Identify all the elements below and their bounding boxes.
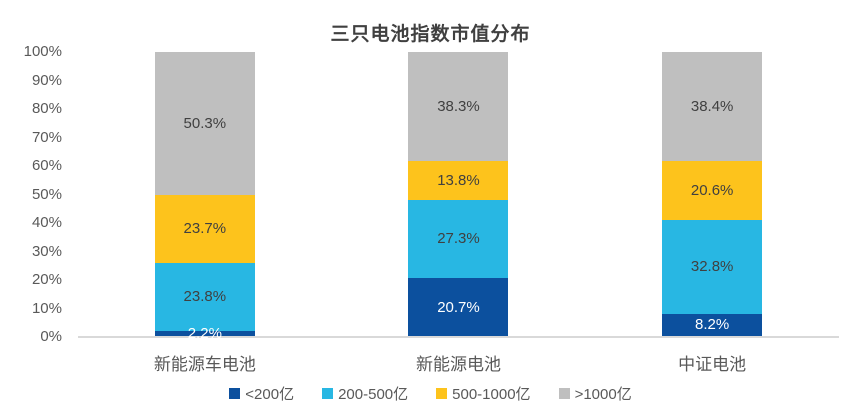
stacked-bar-3: 8.2% 32.8% 20.6% 38.4% — [662, 52, 763, 337]
segment-data-label: 23.8% — [183, 287, 227, 305]
segment-data-label: 13.8% — [437, 171, 480, 189]
legend-item: 500-1000亿 — [436, 383, 531, 404]
y-axis-tick-label: 0% — [40, 328, 62, 345]
bar-segment: 20.7% — [408, 278, 509, 337]
y-axis-tick-label: 30% — [31, 242, 62, 260]
segment-data-label: 50.3% — [183, 114, 227, 132]
bar-segment: 27.3% — [408, 200, 509, 279]
x-axis-category-label: 中证电池 — [678, 355, 747, 374]
x-axis-category-label: 新能源电池 — [416, 355, 501, 374]
bar-segment: 38.4% — [662, 52, 763, 162]
legend-swatch-icon — [436, 388, 448, 399]
legend-item: >1000亿 — [558, 383, 632, 404]
legend-swatch-icon — [322, 388, 334, 399]
x-axis-category-label: 新能源车电池 — [153, 355, 256, 374]
legend-label: 500-1000亿 — [452, 386, 531, 403]
x-axis-labels: 新能源车电池 新能源电池 中证电池 — [78, 350, 839, 375]
legend-item: <200亿 — [229, 383, 294, 404]
segment-data-label: 38.3% — [437, 97, 480, 115]
segment-data-label: 8.2% — [695, 316, 730, 334]
legend: <200亿 200-500亿 500-1000亿 >1000亿 — [0, 383, 861, 404]
chart-title: 三只电池指数市值分布 — [330, 24, 531, 45]
x-axis-line — [78, 336, 839, 338]
segment-data-label: 20.6% — [690, 181, 734, 199]
y-axis-tick-label: 50% — [31, 185, 62, 203]
legend-item: 200-500亿 — [322, 383, 408, 404]
stacked-bar-1: 2.2% 23.8% 23.7% 50.3% — [154, 52, 255, 342]
bar-segment: 50.3% — [154, 52, 255, 196]
bar-segment: 38.3% — [408, 51, 509, 162]
y-axis-tick-label: 20% — [31, 271, 62, 288]
bar-segment: 23.7% — [154, 195, 255, 263]
segment-data-label: 20.7% — [437, 298, 480, 316]
bar-segment: 8.2% — [662, 313, 763, 337]
segment-data-label: 27.3% — [437, 230, 480, 248]
legend-label: <200亿 — [245, 386, 295, 403]
y-axis-tick-label: 90% — [31, 71, 62, 89]
segment-data-label: 23.7% — [183, 220, 227, 238]
y-axis-tick-label: 100% — [23, 43, 62, 60]
segment-data-label: 38.4% — [690, 97, 734, 115]
legend-swatch-icon — [558, 388, 570, 399]
stacked-bar-2: 20.7% 27.3% 13.8% 38.3% — [408, 51, 509, 337]
bar-segment: 2.2% — [154, 325, 255, 342]
segment-data-label: 2.2% — [187, 324, 222, 342]
bar-segment: 32.8% — [662, 220, 763, 314]
segment-data-label: 32.8% — [690, 257, 734, 275]
plot-area: 2.2% 23.8% 23.7% 50.3% 20.7% 27.3% 13.8% 38.3% 8… — [78, 51, 839, 342]
y-axis: 100% 90% 80% 70% 60% 50% 40% 30% 20% 10% 0% — [0, 44, 62, 345]
y-axis-tick-label: 10% — [31, 299, 62, 317]
legend-label: >1000亿 — [574, 386, 632, 403]
legend-label: 200-500亿 — [338, 386, 409, 403]
y-axis-tick-label: 70% — [31, 128, 62, 146]
legend-swatch-icon — [229, 388, 241, 399]
bar-segment: 20.6% — [662, 161, 763, 221]
y-axis-tick-label: 40% — [31, 214, 62, 231]
y-axis-tick-label: 60% — [31, 157, 62, 174]
y-axis-tick-label: 80% — [31, 100, 62, 117]
bar-segment: 23.8% — [154, 262, 255, 331]
bar-segment: 13.8% — [408, 161, 509, 201]
